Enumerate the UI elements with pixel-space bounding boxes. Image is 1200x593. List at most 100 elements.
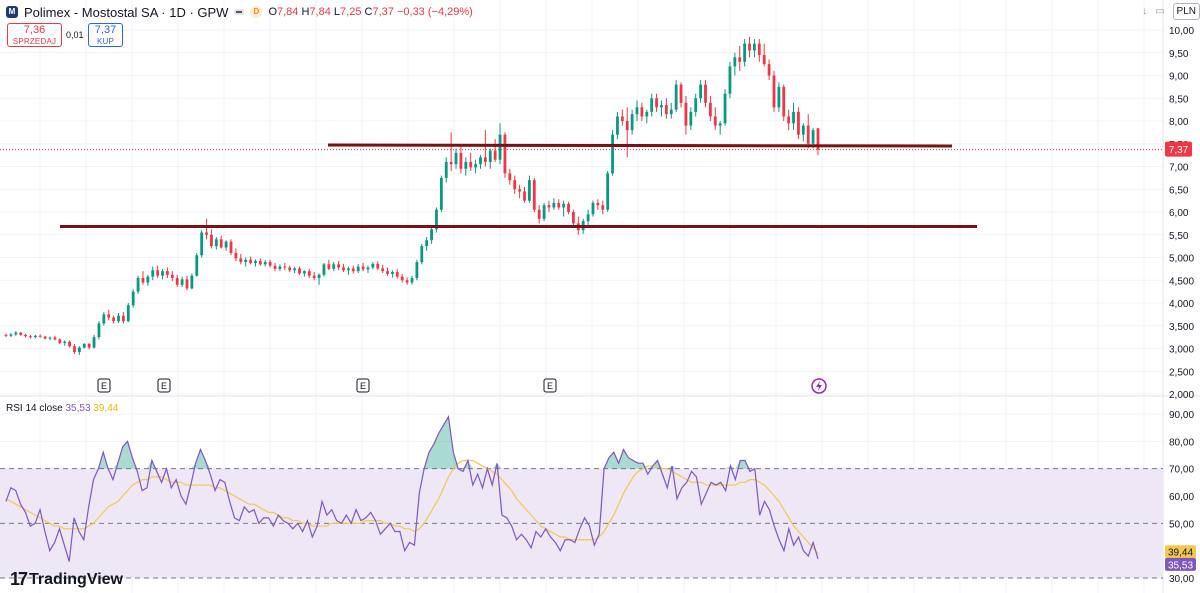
candle-body <box>351 268 355 272</box>
candle-body <box>200 232 204 256</box>
arrow-down-icon[interactable]: ↓ <box>1142 6 1148 17</box>
candle-body <box>483 157 487 162</box>
maximize-icon[interactable]: ▭ <box>1155 6 1165 17</box>
candle-body <box>366 267 370 270</box>
candle-body <box>620 116 624 121</box>
price-tick-label: 9,00 <box>1169 72 1189 83</box>
earnings-marker: E <box>356 378 370 393</box>
candle-body <box>684 102 688 126</box>
rsi-tick-label: 70,00 <box>1169 465 1194 476</box>
candle-body <box>68 341 71 347</box>
price-tick-label: 4,000 <box>1169 299 1194 310</box>
candle-body <box>29 336 32 338</box>
candle-body <box>4 334 8 336</box>
candle-body <box>625 121 629 131</box>
candle-body <box>190 275 194 289</box>
candle-body <box>278 266 282 269</box>
candle-body <box>175 277 179 285</box>
tradingview-logo[interactable]: 17 TradingView <box>10 569 123 590</box>
sell-button[interactable]: 7,36 SPRZEDAJ <box>7 23 62 47</box>
candle-body <box>728 66 732 94</box>
candle-body <box>82 343 86 348</box>
candle-body <box>131 291 135 306</box>
candle-body <box>38 335 42 337</box>
candle-body <box>332 264 336 269</box>
candle-body <box>151 270 155 277</box>
candle-body <box>723 93 727 124</box>
candle-body <box>650 98 654 112</box>
price-tick-label: 5,50 <box>1169 231 1189 242</box>
candle-body <box>283 266 287 268</box>
candle-body <box>479 157 482 165</box>
candle-body <box>180 279 184 285</box>
candle-body <box>126 305 130 322</box>
candle-body <box>635 107 639 115</box>
candle-body <box>806 125 810 144</box>
candle-body <box>117 315 120 322</box>
candle-body <box>205 232 208 235</box>
candle-body <box>537 209 541 219</box>
candle-body <box>244 259 248 263</box>
candle-body <box>121 315 125 322</box>
candle-body <box>547 205 551 208</box>
earnings-marker-label: E <box>101 381 107 391</box>
candle-body <box>342 267 345 271</box>
resistance-line <box>327 143 953 148</box>
candle-body <box>787 116 791 124</box>
candle-body <box>743 43 747 62</box>
candle-body <box>586 214 590 222</box>
candle-body <box>19 332 23 335</box>
candle-body <box>112 317 116 322</box>
rsi-tick-label: 60,00 <box>1169 492 1194 503</box>
rsi-tag-label: 35,53 <box>1168 560 1193 571</box>
candle-body <box>136 277 140 292</box>
candle-body <box>674 84 678 110</box>
candle-body <box>73 346 76 353</box>
price-tick-label: 2,000 <box>1169 390 1194 401</box>
price-tick-label: 10,00 <box>1169 26 1194 37</box>
candle-body <box>386 271 389 274</box>
candle-body <box>302 271 306 274</box>
candle-body <box>567 203 570 212</box>
candle-body <box>811 130 815 144</box>
candle-body <box>425 240 429 247</box>
earnings-marker-label: E <box>360 381 366 391</box>
candle-body <box>704 84 707 103</box>
earnings-marker-box <box>97 378 111 393</box>
candle-body <box>92 337 96 348</box>
rsi-tick-label: 50,00 <box>1169 519 1194 530</box>
candle-body <box>527 180 531 201</box>
tradingview-brand: TradingView <box>29 570 123 588</box>
candle-body <box>376 263 380 269</box>
candle-body <box>58 339 62 344</box>
candle-body <box>777 86 781 108</box>
earnings-marker: E <box>97 378 111 393</box>
candle-body <box>444 161 448 178</box>
buy-button[interactable]: 7,37 KUP <box>88 23 123 47</box>
candle-body <box>391 272 394 274</box>
candle-body <box>493 150 497 160</box>
price-tick-label: 3,500 <box>1169 322 1194 333</box>
candle-body <box>498 134 502 160</box>
currency-button[interactable]: PLN <box>1172 3 1200 20</box>
candle-body <box>249 259 252 263</box>
candle-body <box>288 267 292 271</box>
candle-body <box>195 255 199 276</box>
candle-body <box>322 264 326 275</box>
price-change: −0,33 (−4,29%) <box>396 6 473 18</box>
candle-body <box>395 272 399 277</box>
candle-body <box>713 116 717 126</box>
candle-body <box>430 229 433 241</box>
candle-body <box>234 252 238 259</box>
candle-body <box>48 337 52 339</box>
flash-glyph-icon <box>816 381 822 391</box>
sell-label: SPRZEDAJ <box>12 37 57 46</box>
symbol-title[interactable]: Polimex - Mostostal SA · 1D · GPW <box>24 4 229 20</box>
candle-body <box>748 43 751 51</box>
rsi-legend[interactable]: RSI 14 close 35,53 39,44 <box>6 403 118 414</box>
tradingview-logo-icon: 17 <box>10 569 28 589</box>
candle-body <box>816 128 820 150</box>
candle-body <box>557 202 561 208</box>
price-tick-label: 8,50 <box>1169 94 1189 105</box>
